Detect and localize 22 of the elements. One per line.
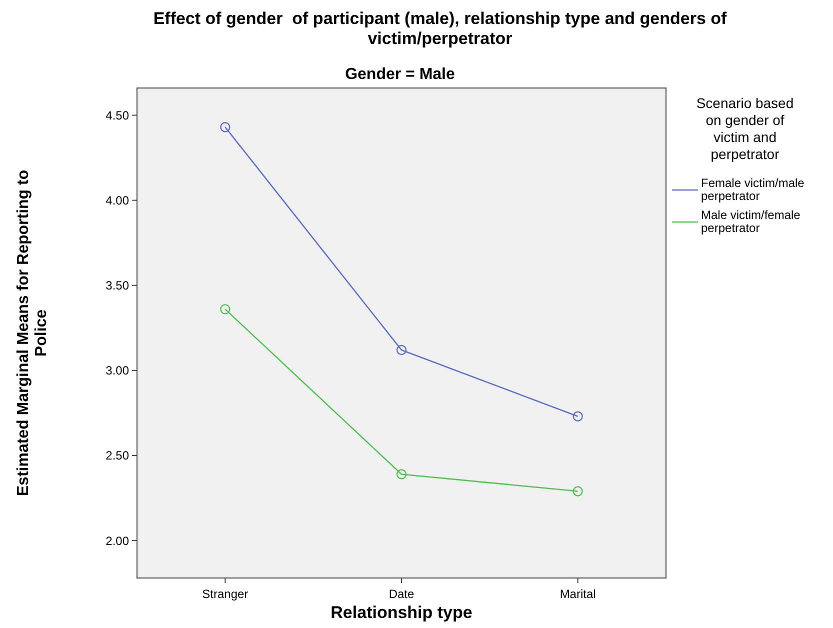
x-tick-label: Marital <box>560 587 596 601</box>
point <box>220 304 230 314</box>
x-tick-label: Date <box>388 587 414 601</box>
y-tick-label: 4.50 <box>106 108 130 122</box>
point <box>396 469 407 480</box>
chart-subtitle: Gender = Male <box>345 66 456 83</box>
legend-label: Female victim/male perpetrator <box>701 176 805 203</box>
y-axis-title: Estimated Marginal Means for Reporting to Police <box>15 170 50 496</box>
y-tick-label: 3.00 <box>106 364 130 378</box>
legend-label: Male victim/female perpetrator <box>701 208 801 235</box>
point <box>572 411 583 422</box>
legend-title: Scenario based on gender of victim and perpetrator <box>696 95 794 162</box>
y-tick-label: 2.50 <box>106 448 130 463</box>
x-axis-title: Relationship type <box>330 603 472 622</box>
y-tick-label: 2.00 <box>106 534 130 548</box>
point <box>572 486 583 496</box>
x-tick-label: Stranger <box>202 587 248 601</box>
point <box>396 344 407 356</box>
y-tick-label: 3.50 <box>106 278 130 293</box>
y-tick-label: 4.00 <box>106 193 130 208</box>
point <box>220 122 230 132</box>
chart-title: Effect of gender of participant (male), relationship type and genders of victim/perpetrator <box>153 9 728 48</box>
